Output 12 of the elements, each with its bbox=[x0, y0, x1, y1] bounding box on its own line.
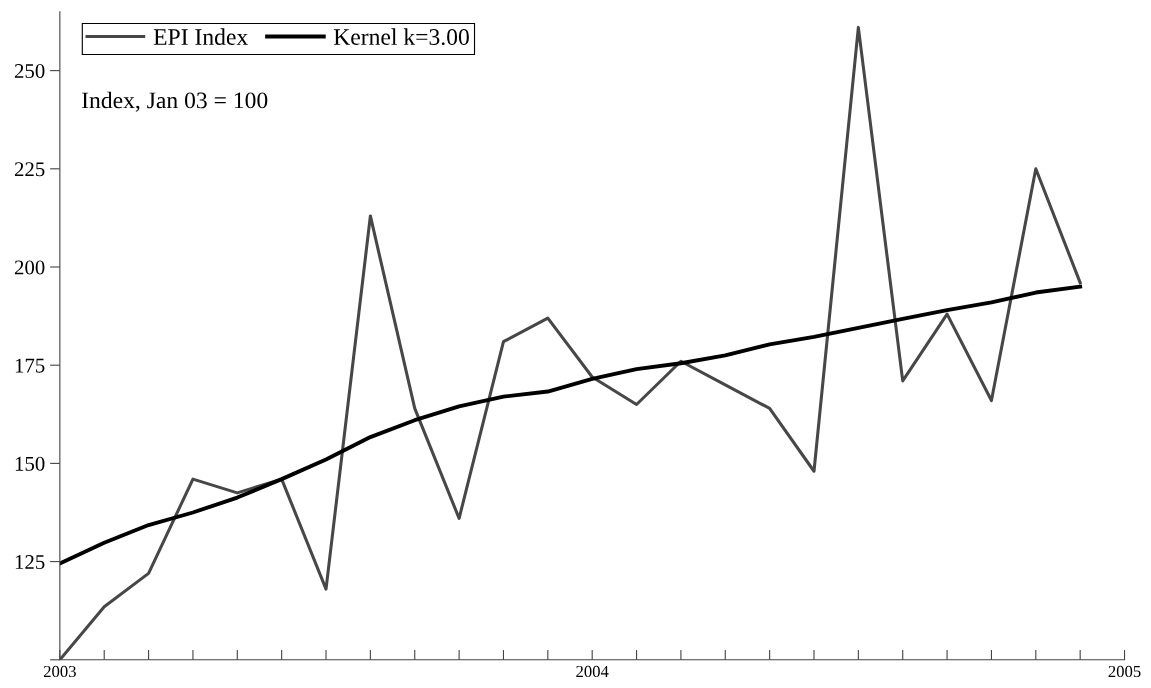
legend-label: Kernel k=3.00 bbox=[333, 28, 469, 46]
x-tick-label: 2004 bbox=[576, 665, 609, 678]
y-tick-label: 125 bbox=[15, 555, 45, 570]
x-tick-label: 2003 bbox=[43, 665, 76, 678]
y-tick-label: 225 bbox=[14, 162, 45, 177]
y-tick-label: 175 bbox=[15, 358, 45, 373]
annotation: Index, Jan 03 = 100 bbox=[82, 91, 268, 112]
y-tick-label: 200 bbox=[14, 260, 45, 275]
y-tick-label: 150 bbox=[15, 456, 45, 471]
y-tick-label: 250 bbox=[14, 63, 45, 79]
legend-label: EPI Index bbox=[153, 28, 248, 45]
x-tick-label: 2005 bbox=[1108, 665, 1141, 678]
